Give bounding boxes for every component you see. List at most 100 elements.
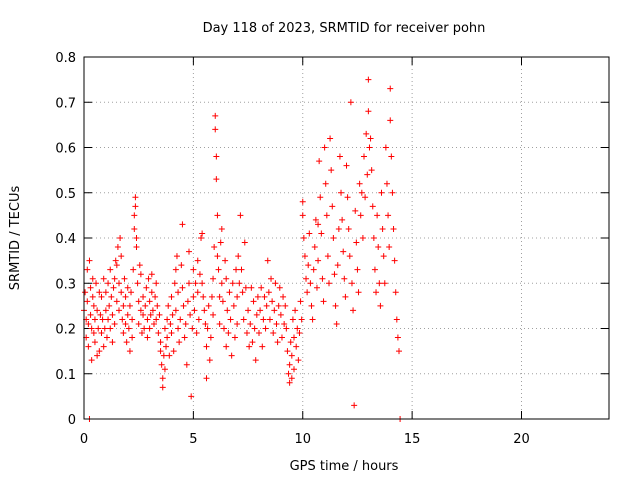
data-point	[256, 330, 262, 337]
data-point	[147, 311, 154, 318]
data-point	[234, 320, 241, 327]
y-tick-label: 0.1	[55, 368, 76, 383]
data-point	[125, 325, 132, 332]
y-tick-label: 0.6	[55, 142, 76, 157]
data-point	[382, 144, 389, 151]
data-point	[93, 280, 100, 287]
data-point	[389, 189, 396, 196]
data-point	[122, 320, 129, 327]
data-point	[116, 307, 122, 314]
data-point	[159, 384, 166, 391]
data-point	[343, 162, 350, 169]
data-point	[356, 180, 363, 187]
data-point	[87, 311, 94, 318]
data-point	[286, 361, 293, 368]
data-point	[153, 316, 160, 323]
data-point	[118, 253, 125, 260]
data-point	[352, 207, 359, 214]
data-point	[88, 357, 95, 364]
data-point	[370, 235, 377, 241]
data-point	[84, 298, 91, 305]
data-point	[390, 225, 397, 232]
data-point	[192, 280, 199, 287]
data-point	[177, 316, 184, 323]
data-point	[101, 325, 108, 332]
data-point	[107, 325, 114, 332]
data-point	[231, 334, 238, 341]
data-point	[371, 266, 378, 273]
data-point	[354, 266, 361, 273]
data-point	[122, 293, 129, 300]
chart-title: Day 118 of 2023, SRMTID for receiver poh…	[203, 21, 486, 36]
data-point	[89, 293, 96, 300]
y-tick-label: 0.2	[55, 323, 76, 338]
data-point	[396, 348, 402, 355]
data-point	[140, 293, 147, 300]
data-point	[316, 158, 323, 165]
data-point	[282, 302, 289, 309]
data-point	[148, 271, 155, 278]
data-point	[168, 293, 175, 300]
data-point	[152, 293, 159, 300]
data-point	[214, 253, 221, 260]
data-point	[172, 307, 179, 314]
data-point	[333, 320, 340, 327]
data-point	[105, 316, 112, 323]
data-point	[155, 330, 162, 337]
data-point	[364, 171, 371, 178]
data-point	[272, 280, 279, 287]
data-point	[330, 235, 337, 241]
data-point	[274, 339, 281, 346]
y-tick-label: 0.8	[55, 51, 76, 66]
data-point	[378, 189, 385, 196]
data-point	[126, 348, 133, 355]
data-point	[113, 262, 120, 269]
data-point	[365, 108, 372, 115]
data-point	[299, 198, 306, 205]
data-point	[293, 343, 300, 350]
data-point	[297, 298, 304, 305]
data-point	[226, 289, 233, 296]
data-point	[94, 307, 101, 314]
data-point	[194, 289, 201, 296]
data-point	[368, 167, 375, 174]
data-point	[292, 307, 299, 314]
data-point	[269, 298, 276, 305]
data-point	[366, 144, 373, 151]
data-point	[109, 311, 116, 318]
data-point	[157, 339, 164, 346]
data-point	[218, 225, 225, 232]
data-point	[374, 212, 381, 219]
data-point	[365, 76, 372, 83]
data-point	[204, 325, 211, 332]
data-point	[300, 235, 307, 241]
data-point	[148, 289, 155, 296]
data-point	[346, 253, 353, 260]
data-point	[95, 325, 102, 332]
data-point	[124, 284, 131, 291]
data-point	[129, 316, 136, 323]
data-point	[109, 339, 116, 346]
data-point	[358, 189, 365, 196]
data-point	[96, 348, 103, 355]
data-point	[94, 352, 101, 359]
data-point	[170, 348, 177, 355]
data-point	[265, 289, 272, 296]
data-point	[190, 266, 197, 273]
data-point	[208, 293, 215, 300]
data-point	[173, 253, 180, 260]
data-point	[133, 235, 140, 241]
y-tick-label: 0.7	[55, 96, 76, 111]
data-point	[164, 334, 171, 341]
data-point	[134, 280, 141, 287]
data-point	[308, 302, 315, 309]
data-point	[322, 180, 329, 187]
data-point	[303, 275, 310, 282]
data-point	[107, 266, 114, 273]
data-points	[81, 76, 404, 422]
data-point	[117, 235, 124, 241]
data-point	[124, 311, 131, 318]
data-point	[239, 289, 246, 296]
data-point	[106, 302, 113, 309]
